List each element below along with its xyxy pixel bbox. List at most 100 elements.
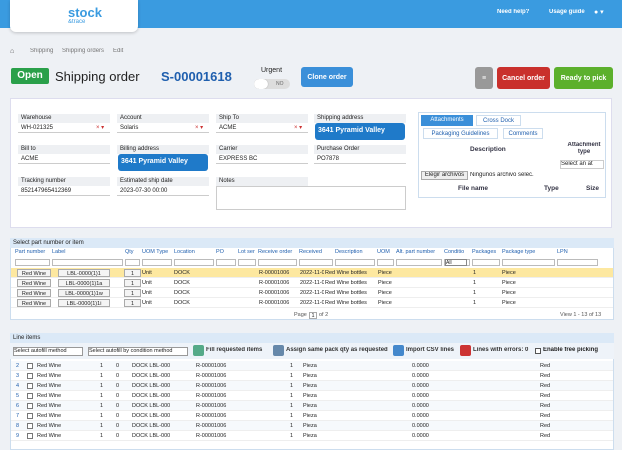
toolbar-icon[interactable] xyxy=(193,345,204,356)
filter-input[interactable] xyxy=(174,259,214,266)
line-cell: 1 xyxy=(100,373,104,379)
line-cell: 1 xyxy=(290,363,294,369)
line-cell: Red xyxy=(540,413,551,419)
line-cell: 0 xyxy=(116,383,120,389)
filter-input[interactable] xyxy=(125,259,140,266)
grid-cell: 2022-11-0 xyxy=(300,280,324,286)
grid-cell: Piece xyxy=(502,290,516,296)
field-input[interactable]: ACME xyxy=(18,154,110,164)
row-checkbox[interactable] xyxy=(27,383,33,389)
field-input[interactable]: PO7878 xyxy=(314,154,406,164)
column-header: Alt. part number xyxy=(396,249,436,255)
grid-row[interactable] xyxy=(11,298,613,308)
field-input[interactable]: 852147965412369 xyxy=(18,186,110,196)
line-cell: 2 xyxy=(16,363,20,369)
user-menu[interactable]: ● ▾ xyxy=(594,9,604,16)
row-checkbox[interactable] xyxy=(27,403,33,409)
line-cell: 5 xyxy=(16,393,20,399)
field-input[interactable]: WH-021325 xyxy=(18,123,110,133)
guide-link[interactable]: Usage guide xyxy=(549,9,585,15)
file-col-header: Size xyxy=(586,185,600,192)
line-row[interactable] xyxy=(11,371,613,381)
grid-cell: 1 xyxy=(124,269,141,277)
notes-textarea[interactable] xyxy=(216,186,406,210)
toolbar-icon[interactable] xyxy=(273,345,284,356)
tab[interactable]: Packaging Guidelines xyxy=(423,128,498,139)
line-row[interactable] xyxy=(11,391,613,401)
filter-input[interactable] xyxy=(238,259,256,266)
col-header: Description xyxy=(470,146,506,153)
grid-cell: Red Wine bottles xyxy=(325,300,367,306)
toolbar-button[interactable]: Fill requested items xyxy=(206,347,263,353)
filter-input[interactable] xyxy=(557,259,598,266)
free-picking-checkbox[interactable] xyxy=(535,348,541,354)
line-row[interactable] xyxy=(11,411,613,421)
line-cell: 0.0000 xyxy=(412,413,429,419)
filter-input[interactable] xyxy=(335,259,375,266)
autofill-select[interactable]: Select autofill method xyxy=(13,347,83,356)
filter-input[interactable] xyxy=(52,259,123,266)
filter-input[interactable] xyxy=(396,259,442,266)
breadcrumb-item[interactable]: Shipping orders xyxy=(62,48,105,54)
field-input[interactable]: EXPRESS BC xyxy=(216,154,308,164)
line-cell: 7 xyxy=(16,413,20,419)
line-row[interactable] xyxy=(11,361,613,371)
type-select[interactable]: Select an at xyxy=(560,160,604,169)
row-checkbox[interactable] xyxy=(27,363,33,369)
line-cell: 1 xyxy=(100,363,104,369)
toolbar-button[interactable]: Import CSV lines xyxy=(406,347,455,353)
field-input[interactable]: 2023-07-30 00:00 xyxy=(117,186,209,196)
line-cell: 0 xyxy=(116,413,120,419)
grid-row[interactable] xyxy=(11,278,613,288)
filter-select[interactable]: All xyxy=(445,259,467,266)
toolbar-icon[interactable] xyxy=(393,345,404,356)
filter-input[interactable] xyxy=(216,259,236,266)
address-box[interactable]: 3641 Pyramid Valley xyxy=(118,154,208,171)
tab[interactable]: Cross Dock xyxy=(476,115,521,126)
filter-input[interactable] xyxy=(142,259,172,266)
ready-button[interactable]: Ready to pick xyxy=(554,67,613,89)
grid-cell: 2022-11-0 xyxy=(300,290,324,296)
line-cell: R-00001006 xyxy=(196,383,227,389)
address-box[interactable]: 3641 Pyramid Valley xyxy=(315,123,405,140)
tab[interactable]: Attachments xyxy=(421,115,473,126)
autofill-condition-select[interactable]: Select autofill by condition method xyxy=(88,347,188,356)
filter-input[interactable] xyxy=(472,259,500,266)
filter-input[interactable] xyxy=(377,259,394,266)
line-cell: Red xyxy=(540,373,551,379)
line-row[interactable] xyxy=(11,431,613,441)
toolbar-icon[interactable] xyxy=(460,345,471,356)
grid-row[interactable] xyxy=(11,288,613,298)
field-input[interactable]: Solaris xyxy=(117,123,209,133)
cancel-button[interactable]: Cancel order xyxy=(497,67,550,89)
row-checkbox[interactable] xyxy=(27,373,33,379)
filter-input[interactable] xyxy=(258,259,297,266)
filter-input[interactable] xyxy=(502,259,555,266)
row-checkbox[interactable] xyxy=(27,413,33,419)
row-checkbox[interactable] xyxy=(27,423,33,429)
grid-cell: 2022-11-0 xyxy=(300,300,324,306)
line-cell: 1 xyxy=(290,383,294,389)
toolbar-button[interactable]: Lines with errors: 0 xyxy=(473,347,529,353)
line-row[interactable] xyxy=(11,381,613,391)
menu-button[interactable]: ≡ xyxy=(475,67,493,89)
row-checkbox[interactable] xyxy=(27,393,33,399)
column-header: Lot ser xyxy=(238,249,255,255)
breadcrumb-item[interactable]: Shipping xyxy=(30,48,54,54)
clone-button[interactable]: Clone order xyxy=(301,67,353,87)
filter-input[interactable] xyxy=(299,259,333,266)
page-input[interactable]: 1 xyxy=(309,312,317,319)
help-link[interactable]: Need help? xyxy=(497,9,530,15)
row-checkbox[interactable] xyxy=(27,433,33,439)
line-row[interactable] xyxy=(11,421,613,431)
grid-row[interactable] xyxy=(11,268,613,278)
line-cell: DOCK LBL-000 xyxy=(132,403,171,409)
line-row[interactable] xyxy=(11,401,613,411)
urgent-toggle[interactable]: NO xyxy=(254,79,290,89)
toolbar-button[interactable]: Assign same pack qty as requested xyxy=(286,347,388,353)
field-input[interactable]: ACME xyxy=(216,123,308,133)
file-button[interactable]: Elegir archivos xyxy=(421,171,468,180)
filter-input[interactable] xyxy=(15,259,50,266)
line-cell: Pieza xyxy=(303,373,317,379)
tab[interactable]: Comments xyxy=(503,128,543,139)
